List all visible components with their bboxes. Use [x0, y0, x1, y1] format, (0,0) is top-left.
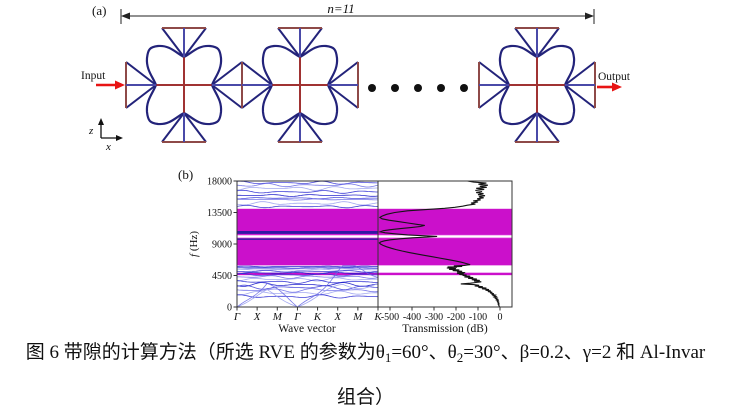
band-curve [237, 265, 378, 268]
acoustic-band-curve [237, 283, 378, 307]
wave-vector-tick-label: Γ [293, 311, 301, 323]
x-axis-arrowhead-icon [116, 135, 123, 141]
wave-vector-tick-label: M [272, 311, 283, 323]
band-curve [237, 282, 378, 287]
y-tick-label: 4500 [212, 271, 232, 282]
y-tick-label: 18000 [207, 177, 232, 188]
band-curve [237, 294, 378, 299]
transmission-xlabel: Transmission (dB) [402, 323, 488, 335]
band-curve [237, 182, 378, 188]
transmission-tick-label: 0 [498, 312, 503, 323]
figure-caption: 图 6 带隙的计算方法（所选 RVE 的参数为θ1=60°、θ2=30°、β=0… [0, 341, 731, 410]
ellipsis-dot-icon [460, 84, 468, 92]
panel-b-label: (b) [178, 167, 193, 182]
z-axis-label: z [88, 125, 94, 137]
band-curve [237, 181, 378, 185]
wave-vector-tick-label: K [313, 311, 322, 323]
wave-vector-tick-label: X [333, 311, 342, 323]
ellipsis-dot-icon [391, 84, 399, 92]
transmission-tick-label: -400 [403, 312, 421, 323]
dimension-arrowhead-right-icon [585, 12, 594, 20]
band-curve [237, 268, 378, 271]
band-curve [237, 205, 378, 209]
ellipsis-dot-icon [414, 84, 422, 92]
band-curve [237, 270, 378, 273]
caption-text: 图 6 带隙的计算方法（所选 RVE 的参数为θ [25, 342, 385, 363]
caption-text: =60°、θ [391, 342, 457, 363]
transmission-tick-label: -100 [469, 312, 487, 323]
band-curve [237, 194, 378, 197]
y-tick-label: 13500 [207, 208, 232, 219]
wave-vector-tick-label: X [253, 311, 262, 323]
caption-text: 组合） [336, 387, 394, 408]
unit-cell-2 [240, 26, 360, 144]
transmission-tick-label: -300 [425, 312, 443, 323]
band-gap-region [237, 272, 378, 276]
input-arrow-icon [96, 80, 125, 90]
figure-a-schematic: (a) n=11 Input Output [81, 1, 631, 153]
band-curve [237, 277, 378, 282]
x-axis-label: x [105, 141, 111, 153]
unit-cell-1 [124, 26, 244, 144]
output-label: Output [598, 71, 631, 83]
repetition-dots [368, 84, 468, 92]
ellipsis-dot-icon [437, 84, 445, 92]
ellipsis-dot-icon [368, 84, 376, 92]
band-curve [237, 186, 378, 191]
caption-theta2-subscript: 2 [456, 350, 464, 365]
transmission-tick-label: -500 [381, 312, 399, 323]
band-curve [237, 267, 378, 270]
acoustic-band-curve [237, 265, 378, 307]
dimension-annotation: n=11 [120, 1, 595, 24]
dispersion-curves [237, 181, 378, 307]
band-ylabel: f (Hz) [188, 231, 200, 257]
output-arrow-icon [597, 82, 622, 92]
caption-theta1-subscript: 1 [384, 350, 392, 365]
band-xlabel: Wave vector [278, 323, 336, 335]
transmission-pass-band-strip [378, 235, 512, 238]
band-curve [237, 197, 378, 200]
band-ylabel-f: f [188, 252, 200, 257]
transmission-gap-region [378, 272, 512, 276]
panel-a-label: (a) [92, 3, 106, 18]
wave-vector-tick-label: K [373, 311, 382, 323]
transmission-tick-label: -200 [447, 312, 465, 323]
band-curve [237, 189, 378, 194]
wave-vector-tick-label: M [352, 311, 363, 323]
caption-line-1: 图 6 带隙的计算方法（所选 RVE 的参数为θ1=60°、θ2=30°、β=0… [0, 341, 731, 370]
unit-cell-3 [477, 26, 597, 144]
band-curve [237, 290, 378, 296]
input-label: Input [81, 70, 106, 82]
dimension-arrowhead-left-icon [121, 12, 130, 20]
caption-text: =30°、β=0.2、γ=2 和 Al-Invar [463, 342, 706, 363]
transmission-plot-frame [377, 180, 513, 308]
band-curve [237, 201, 378, 206]
band-curve [237, 198, 378, 201]
band-curve [237, 275, 378, 279]
transmission-curve-group [378, 181, 500, 307]
transmission-curve [378, 181, 500, 307]
dimension-label: n=11 [327, 1, 354, 16]
wave-vector-tick-label: Γ [233, 311, 241, 323]
band-curve [237, 284, 378, 291]
band-curve [237, 266, 378, 269]
caption-line-2: 组合） [0, 386, 731, 410]
band-ylabel-unit: (Hz) [188, 231, 200, 254]
band-curve [237, 279, 378, 284]
y-tick-label: 0 [227, 303, 232, 314]
y-tick-label: 9000 [212, 240, 232, 251]
z-axis-arrowhead-icon [98, 118, 104, 125]
coordinate-axes: z x [88, 118, 123, 153]
band-pass-band-strip [237, 235, 378, 238]
band-curve [237, 273, 378, 277]
band-curve [237, 271, 378, 275]
